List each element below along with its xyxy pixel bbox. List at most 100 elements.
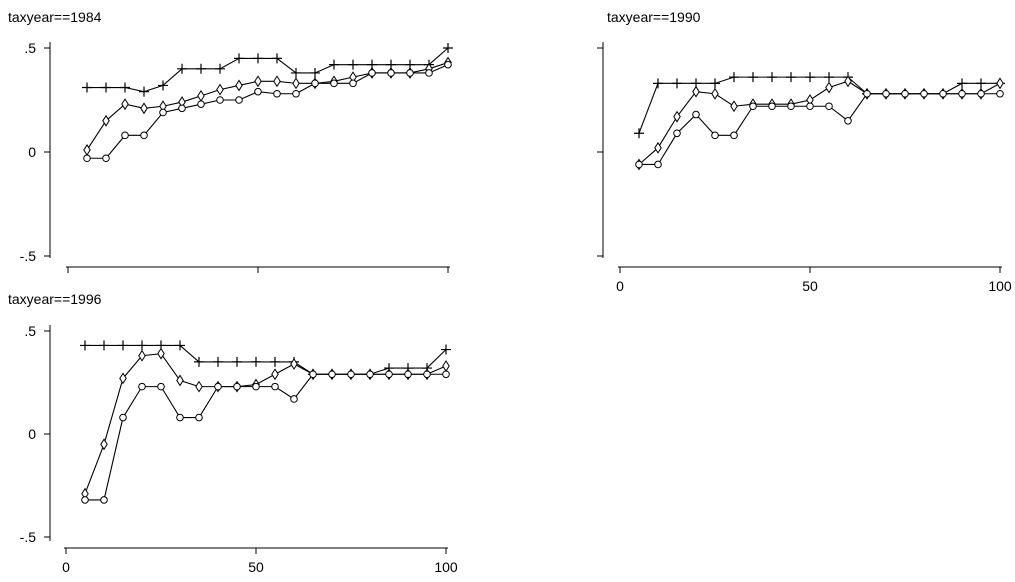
diamond-marker [825,81,833,94]
circle-marker [882,89,890,98]
circle-marker [958,89,966,98]
circle-marker [768,102,776,111]
panel-1: taxyear==1990 0 50 100 [597,9,1012,294]
plus-marker [634,128,644,139]
plus-marker [672,78,682,89]
circle-marker [425,69,433,77]
circle-marker [176,413,184,422]
diamond-marker [996,77,1004,90]
y-tick-label: .5 [24,323,36,339]
circle-marker [806,102,814,111]
diamond-marker [271,368,279,381]
plus-marker [120,82,130,93]
series-line-circle [85,373,446,501]
circle-marker [138,382,146,391]
plus-marker [272,53,282,64]
plus-marker [441,344,451,355]
circle-marker [235,96,243,104]
plus-marker [80,340,90,351]
diamond-marker [140,102,148,115]
panel-title: taxyear==1984 [8,9,102,25]
series-line-circle [87,64,449,159]
series-line-circle [639,93,1000,166]
plus-marker [270,356,280,367]
plus-marker [99,340,109,351]
plus-marker [194,356,204,367]
circle-marker [977,89,985,98]
diamond-marker [273,75,281,88]
circle-marker [387,69,395,77]
y-tick-label: 0 [28,144,36,160]
diamond-marker [176,374,184,387]
circle-marker [330,79,338,88]
x-tick-label: 0 [62,559,70,575]
plus-marker [101,82,111,93]
plus-marker [443,43,453,53]
circle-marker [749,102,757,111]
circle-marker [119,413,127,422]
circle-marker [347,370,355,379]
panel-title: taxyear==1996 [8,291,102,307]
circle-marker [711,131,719,140]
circle-marker [901,89,909,98]
diamond-marker [216,83,224,96]
diamond-marker [119,372,127,385]
plus-marker [158,80,168,91]
circle-marker [100,496,108,504]
circle-marker [292,89,300,98]
circle-marker [83,154,91,163]
series-line-plus [87,47,449,93]
diamond-marker [100,438,108,451]
diamond-marker [711,87,719,100]
circle-marker [692,110,700,119]
circle-marker [939,89,947,98]
plus-marker [824,72,834,83]
diamond-marker [692,85,700,98]
circle-marker [254,87,262,96]
diamond-marker [102,114,110,127]
circle-marker [863,89,871,98]
plus-marker [329,59,339,70]
circle-marker [140,131,148,140]
y-tick-label: .5 [24,40,36,56]
circle-marker [197,100,205,108]
circle-marker [349,79,357,88]
y-tick-label: -.5 [20,529,37,545]
plus-marker [251,356,261,367]
circle-marker [423,370,431,379]
diamond-marker [197,89,205,102]
plus-marker [748,72,758,83]
circle-marker [635,160,643,169]
circle-marker [673,129,681,138]
x-tick-label: 0 [616,278,624,294]
plus-marker [976,78,986,89]
plus-marker [175,340,185,351]
circle-marker [309,370,317,379]
circle-marker [996,89,1004,98]
circle-marker [311,79,319,88]
panel-0: taxyear==1984 .5 0 -.5 [8,9,453,273]
diamond-marker [442,360,450,372]
x-tick-label: 100 [434,559,458,575]
circle-marker [442,370,450,379]
diamond-marker [290,358,298,370]
plus-marker [786,72,796,83]
circle-marker [366,370,374,379]
circle-marker [214,382,222,391]
circle-marker [233,382,241,391]
plus-marker [196,63,206,74]
plus-marker [82,82,92,93]
circle-marker [195,413,203,422]
x-tick-label: 50 [248,559,264,575]
circle-marker [290,395,298,403]
circle-marker [787,102,795,111]
series-line-plus [638,76,1000,134]
plus-marker [213,356,223,367]
diamond-marker [844,75,852,88]
plus-marker [291,67,301,78]
plus-marker [767,72,777,83]
plus-marker [118,340,128,351]
diamond-marker [673,110,681,123]
diamond-marker [254,75,262,88]
